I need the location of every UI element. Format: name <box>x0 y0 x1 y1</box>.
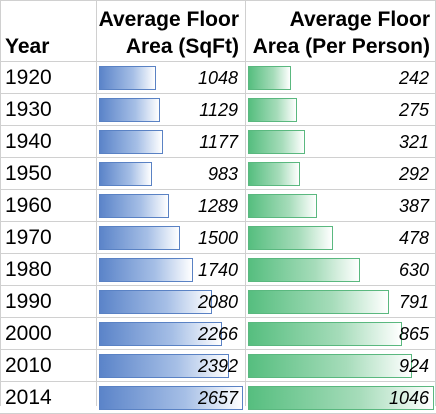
pp-value: 630 <box>398 260 429 280</box>
area-value: 1129 <box>199 100 238 120</box>
pp-value: 478 <box>398 228 429 248</box>
grid-hline <box>0 61 436 62</box>
area-bar <box>99 66 156 90</box>
area-bar <box>99 226 180 250</box>
pp-value: 924 <box>398 356 429 376</box>
grid-hline <box>0 253 436 254</box>
year-cell: 2010 <box>5 354 52 377</box>
area-bar <box>99 258 193 282</box>
grid-vline <box>96 0 97 406</box>
pp-bar <box>248 130 305 154</box>
area-bar <box>99 162 152 186</box>
area-bar <box>99 194 169 218</box>
year-cell: 1940 <box>5 130 52 153</box>
pp-bar <box>248 162 300 186</box>
header-per-person: Average Floor Area (Per Person) <box>245 0 436 62</box>
area-value: 983 <box>207 164 238 184</box>
area-value: 2266 <box>197 324 238 344</box>
year-cell: 1970 <box>5 226 52 249</box>
header-floor-area: Average Floor Area (SqFt) <box>96 0 245 62</box>
grid-vline <box>245 0 246 406</box>
area-value: 2657 <box>197 388 238 408</box>
pp-bar <box>248 98 297 122</box>
area-value: 2392 <box>197 356 238 376</box>
year-cell: 1990 <box>5 290 52 313</box>
year-cell: 1960 <box>5 194 52 217</box>
pp-value: 292 <box>398 164 429 184</box>
pp-bar <box>248 322 402 346</box>
header-year-label: Year <box>5 35 50 58</box>
grid-hline <box>0 221 436 222</box>
year-cell: 2014 <box>5 386 52 409</box>
header-floor-area-line2: Area (SqFt) <box>125 35 239 58</box>
area-value: 1740 <box>197 260 238 280</box>
pp-bar <box>248 226 333 250</box>
pp-value: 865 <box>398 324 429 344</box>
area-bar <box>99 322 222 346</box>
pp-value: 275 <box>398 100 429 120</box>
header-floor-area-line1: Average Floor <box>98 8 239 31</box>
area-bar <box>99 130 163 154</box>
year-cell: 1920 <box>5 66 52 89</box>
header-year: Year <box>0 0 96 62</box>
header-per-person-line1: Average Floor <box>289 8 430 31</box>
area-value: 1500 <box>197 228 238 248</box>
area-value: 2080 <box>197 292 238 312</box>
grid-hline <box>0 157 436 158</box>
year-cell: 1980 <box>5 258 52 281</box>
grid-hline <box>0 0 436 1</box>
year-cell: 1930 <box>5 98 52 121</box>
pp-bar <box>248 354 412 378</box>
pp-value: 242 <box>398 68 429 88</box>
pp-value: 321 <box>398 132 429 152</box>
grid-hline <box>0 125 436 126</box>
pp-bar <box>248 66 291 90</box>
grid-hline <box>0 317 436 318</box>
area-value: 1177 <box>199 132 238 152</box>
area-value: 1289 <box>197 196 238 216</box>
grid-vline <box>0 0 1 406</box>
area-value: 1048 <box>197 68 238 88</box>
pp-value: 1046 <box>388 388 429 408</box>
year-cell: 2000 <box>5 322 52 345</box>
grid-hline <box>0 285 436 286</box>
grid-hline <box>0 93 436 94</box>
area-bar <box>99 98 160 122</box>
area-bar <box>99 290 212 314</box>
pp-bar <box>248 290 389 314</box>
pp-value: 791 <box>398 292 429 312</box>
pp-bar <box>248 258 360 282</box>
area-bar <box>99 354 229 378</box>
grid-hline <box>0 349 436 350</box>
year-cell: 1950 <box>5 162 52 185</box>
pp-bar <box>248 194 317 218</box>
grid-hline <box>0 381 436 382</box>
grid-hline <box>0 189 436 190</box>
pp-value: 387 <box>398 196 429 216</box>
header-per-person-line2: Area (Per Person) <box>252 35 430 58</box>
